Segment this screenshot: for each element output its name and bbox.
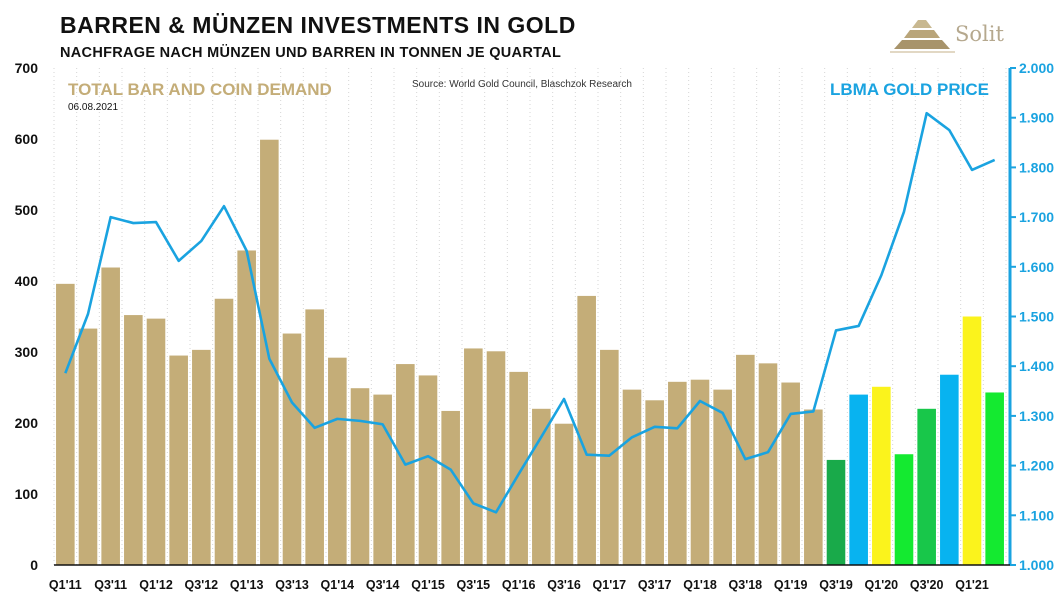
- bar-Q4'16: [577, 295, 596, 565]
- bar-Q3'15: [464, 348, 483, 565]
- right-tick-label: 1.800: [1019, 159, 1054, 175]
- bar-Q3'20: [917, 408, 936, 565]
- bar-Q2'19: [804, 409, 823, 565]
- left-tick-label: 200: [15, 415, 39, 431]
- x-tick-label: Q3'15: [457, 578, 491, 592]
- x-tick-label: Q3'19: [819, 578, 853, 592]
- left-axis: 0 100 200 300 400 500 600 700: [15, 60, 39, 573]
- bar-Q1'20: [872, 386, 891, 565]
- x-tick-label: Q3'14: [366, 578, 400, 592]
- bar-Q2'15: [441, 410, 460, 565]
- bar-Q1'15: [418, 375, 438, 565]
- bar-Q1'11: [56, 283, 75, 565]
- x-tick-label: Q1'18: [683, 578, 717, 592]
- grid: [53, 68, 1007, 565]
- x-tick-label: Q1'15: [411, 578, 445, 592]
- left-tick-label: 700: [15, 60, 39, 76]
- bar-Q1'12: [146, 318, 166, 565]
- bar-series: [56, 139, 1004, 565]
- left-tick-label: 600: [15, 131, 39, 147]
- bar-Q2'21: [985, 392, 1004, 565]
- x-tick-label: Q1'14: [321, 578, 355, 592]
- x-tick-label: Q3'13: [275, 578, 309, 592]
- pyramid-icon: [890, 20, 955, 53]
- bar-Q1'13: [237, 250, 256, 565]
- left-tick-label: 500: [15, 202, 39, 218]
- bar-Q1'18: [690, 379, 710, 565]
- bar-Q2'17: [622, 389, 642, 565]
- left-tick-label: 100: [15, 486, 39, 502]
- bar-Q4'13: [305, 309, 324, 565]
- bar-Q1'19: [781, 382, 800, 565]
- bar-Q1'21: [962, 316, 982, 565]
- bar-Q2'16: [532, 408, 551, 565]
- brand-logo: Solit: [955, 22, 1004, 46]
- right-tick-label: 1.500: [1019, 309, 1054, 325]
- x-tick-label: Q3'18: [729, 578, 763, 592]
- right-tick-label: 1.100: [1019, 507, 1054, 523]
- bar-Q1'16: [509, 371, 528, 565]
- bar-Q3'13: [282, 333, 302, 565]
- legend-line-label: LBMA GOLD PRICE: [830, 80, 989, 99]
- right-tick-label: 1.000: [1019, 557, 1054, 573]
- x-tick-label: Q1'17: [593, 578, 627, 592]
- bar-Q3'16: [554, 423, 574, 565]
- right-tick-label: 2.000: [1019, 60, 1054, 76]
- legend-bar-label: TOTAL BAR AND COIN DEMAND: [68, 80, 332, 99]
- right-tick-label: 1.600: [1019, 259, 1054, 275]
- x-tick-label: Q1'13: [230, 578, 264, 592]
- x-tick-label: Q3'11: [94, 578, 127, 592]
- x-tick-label: Q3'12: [185, 578, 219, 592]
- bar-Q2'14: [350, 388, 370, 565]
- bar-Q4'11: [124, 315, 143, 565]
- bar-Q4'17: [668, 381, 687, 565]
- page-subtitle: NACHFRAGE NACH MÜNZEN UND BARREN IN TONN…: [60, 45, 562, 61]
- x-tick-label: Q1'19: [774, 578, 808, 592]
- date-note: 06.08.2021: [68, 102, 118, 113]
- x-tick-label: Q1'21: [955, 578, 989, 592]
- bar-Q2'13: [260, 139, 279, 565]
- right-tick-label: 1.900: [1019, 110, 1054, 126]
- x-tick-label: Q3'16: [547, 578, 581, 592]
- bar-Q2'18: [713, 389, 732, 565]
- line-series: [64, 111, 996, 514]
- right-tick-label: 1.700: [1019, 209, 1054, 225]
- bar-Q4'20: [940, 374, 959, 565]
- bar-Q4'15: [486, 351, 506, 565]
- bar-Q3'14: [373, 394, 392, 565]
- bar-Q4'18: [758, 363, 778, 565]
- left-tick-label: 0: [30, 557, 38, 573]
- bar-Q3'17: [645, 400, 664, 565]
- right-tick-label: 1.200: [1019, 458, 1054, 474]
- bar-Q4'19: [849, 394, 868, 565]
- x-tick-label: Q1'11: [49, 578, 82, 592]
- x-axis: Q1'11 Q3'11 Q1'12 Q3'12 Q1'13 Q3'13 Q1'14 Q3'14…: [49, 564, 1010, 592]
- right-tick-label: 1.400: [1019, 358, 1054, 374]
- bar-Q1'14: [328, 357, 347, 565]
- x-tick-label: Q1'12: [139, 578, 173, 592]
- left-tick-label: 400: [15, 273, 39, 289]
- gold-price-line: [64, 111, 996, 514]
- x-tick-label: Q1'16: [502, 578, 536, 592]
- bar-Q2'11: [78, 328, 98, 565]
- bar-Q1'17: [600, 349, 619, 565]
- right-tick-label: 1.300: [1019, 408, 1054, 424]
- right-axis: 1.000 1.100 1.200 1.300 1.400 1.500 1.600 1.700…: [1008, 60, 1054, 573]
- page-title: BARREN & MÜNZEN INVESTMENTS IN GOLD: [60, 12, 576, 38]
- bar-Q2'12: [169, 355, 188, 565]
- x-tick-label: Q3'20: [910, 578, 944, 592]
- bar-Q2'20: [894, 454, 914, 565]
- bar-Q3'12: [192, 349, 211, 565]
- x-tick-label: Q1'20: [865, 578, 899, 592]
- bar-Q3'11: [101, 267, 120, 565]
- bar-Q4'12: [214, 298, 234, 565]
- source-note: Source: World Gold Council, Blaschzok Re…: [412, 79, 632, 90]
- bar-Q3'19: [826, 459, 846, 565]
- left-tick-label: 300: [15, 344, 39, 360]
- x-tick-label: Q3'17: [638, 578, 672, 592]
